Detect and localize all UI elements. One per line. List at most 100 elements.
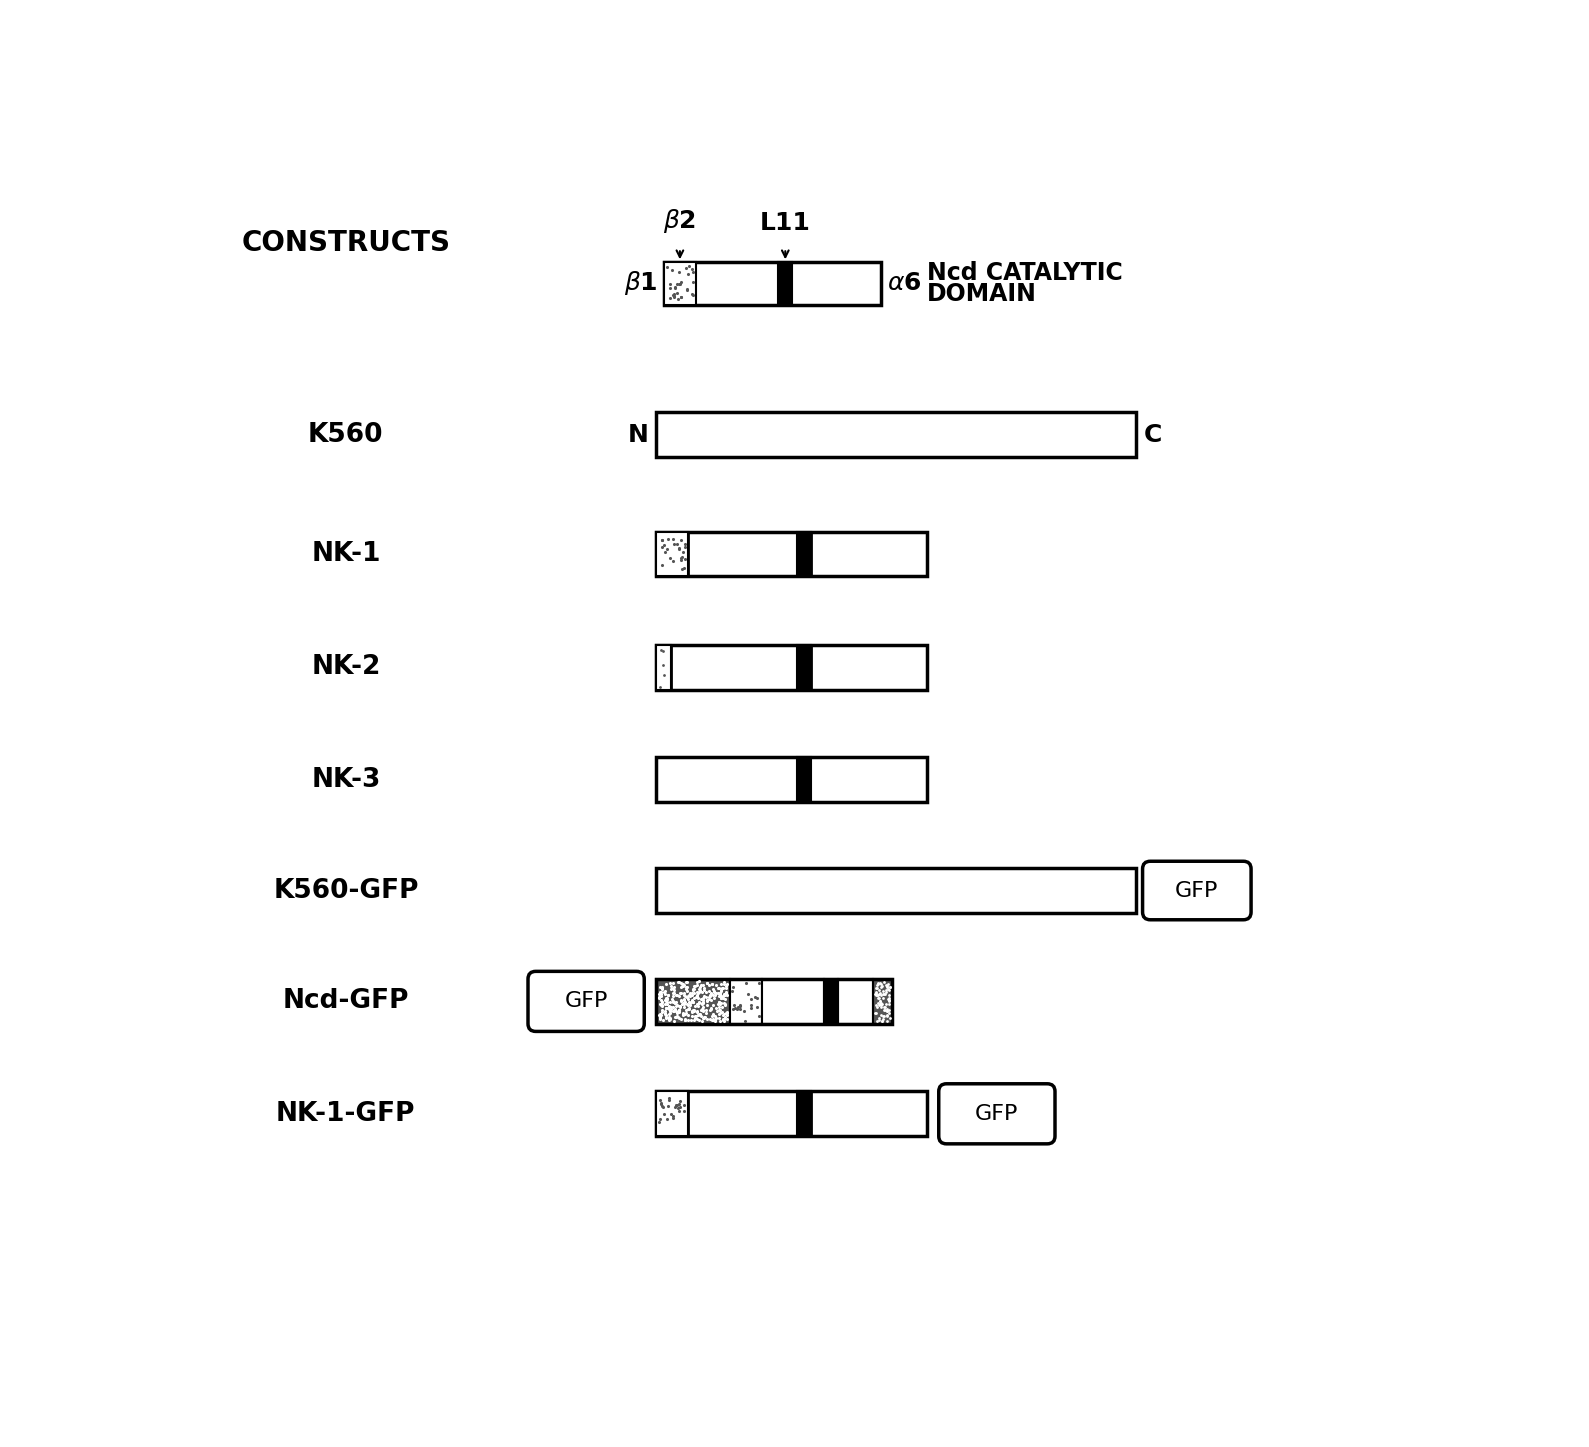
Point (650, 1009, 675, 1032)
Point (691, 974, 717, 997)
Point (666, 969, 691, 993)
Point (733, 1010, 758, 1033)
Point (658, 974, 683, 997)
Bar (798, 645, 810, 690)
Text: K560: K560 (308, 421, 383, 447)
Point (647, 975, 672, 998)
Point (863, 983, 888, 1006)
Point (747, 1004, 772, 1027)
Point (680, 977, 706, 1000)
Point (704, 997, 729, 1020)
Text: Ncd-GFP: Ncd-GFP (283, 988, 408, 1014)
Point (690, 991, 715, 1014)
Point (707, 981, 733, 1004)
Point (864, 996, 890, 1019)
Point (663, 1095, 688, 1119)
Point (702, 1009, 728, 1032)
Point (690, 980, 715, 1003)
Point (721, 994, 747, 1017)
Point (650, 640, 675, 663)
Point (679, 1000, 704, 1023)
Point (661, 532, 686, 556)
Point (710, 987, 736, 1010)
Point (650, 975, 675, 998)
Point (731, 1000, 756, 1023)
Point (713, 972, 739, 996)
Point (685, 1004, 710, 1027)
Point (728, 994, 753, 1017)
Point (651, 1103, 677, 1126)
Point (864, 991, 890, 1014)
Point (653, 996, 679, 1019)
Point (672, 991, 698, 1014)
Point (866, 1007, 891, 1030)
Point (871, 1007, 896, 1030)
Point (709, 972, 734, 996)
Point (653, 980, 679, 1003)
Point (682, 975, 707, 998)
Point (672, 1009, 698, 1032)
Point (712, 1003, 737, 1026)
Point (704, 974, 729, 997)
Point (647, 1107, 672, 1130)
Point (686, 987, 712, 1010)
Point (690, 1010, 715, 1033)
Point (666, 998, 691, 1022)
Point (658, 547, 683, 570)
Point (701, 980, 726, 1003)
Point (871, 983, 896, 1006)
Point (698, 984, 723, 1007)
Point (742, 985, 767, 1009)
Point (694, 971, 720, 994)
Point (661, 983, 686, 1006)
Point (651, 1000, 677, 1023)
Point (664, 984, 690, 1007)
Point (655, 993, 680, 1016)
Point (666, 1092, 691, 1116)
Point (661, 998, 686, 1022)
Point (663, 991, 688, 1014)
Point (663, 276, 688, 300)
Point (677, 983, 702, 1006)
Bar (664, 262, 696, 304)
Point (712, 972, 737, 996)
Point (664, 1006, 690, 1029)
Point (651, 534, 677, 557)
Point (868, 996, 893, 1019)
Point (647, 985, 672, 1009)
Point (672, 988, 698, 1011)
Point (699, 983, 725, 1006)
Point (713, 983, 739, 1006)
Point (685, 984, 710, 1007)
Point (656, 1007, 682, 1030)
Text: $\beta$2: $\beta$2 (663, 207, 696, 236)
Bar (656, 1091, 926, 1136)
Point (672, 985, 698, 1009)
Point (691, 978, 717, 1001)
Point (650, 998, 675, 1022)
Point (658, 1007, 683, 1030)
Point (693, 985, 718, 1009)
Point (648, 1003, 674, 1026)
Point (868, 975, 893, 998)
Point (707, 983, 733, 1006)
Point (721, 997, 747, 1020)
Point (710, 977, 736, 1000)
Point (701, 977, 726, 1000)
Point (648, 978, 674, 1001)
Point (647, 676, 672, 699)
Point (701, 1007, 726, 1030)
Point (672, 987, 698, 1010)
Point (650, 535, 675, 559)
Point (647, 983, 672, 1006)
Text: GFP: GFP (976, 1104, 1019, 1124)
Text: $\alpha$6: $\alpha$6 (887, 272, 922, 295)
Point (701, 1003, 726, 1026)
Point (877, 975, 903, 998)
Point (693, 1001, 718, 1024)
Point (712, 988, 737, 1011)
Point (664, 994, 690, 1017)
Point (653, 988, 679, 1011)
Point (709, 985, 734, 1009)
Text: C: C (1144, 423, 1163, 447)
